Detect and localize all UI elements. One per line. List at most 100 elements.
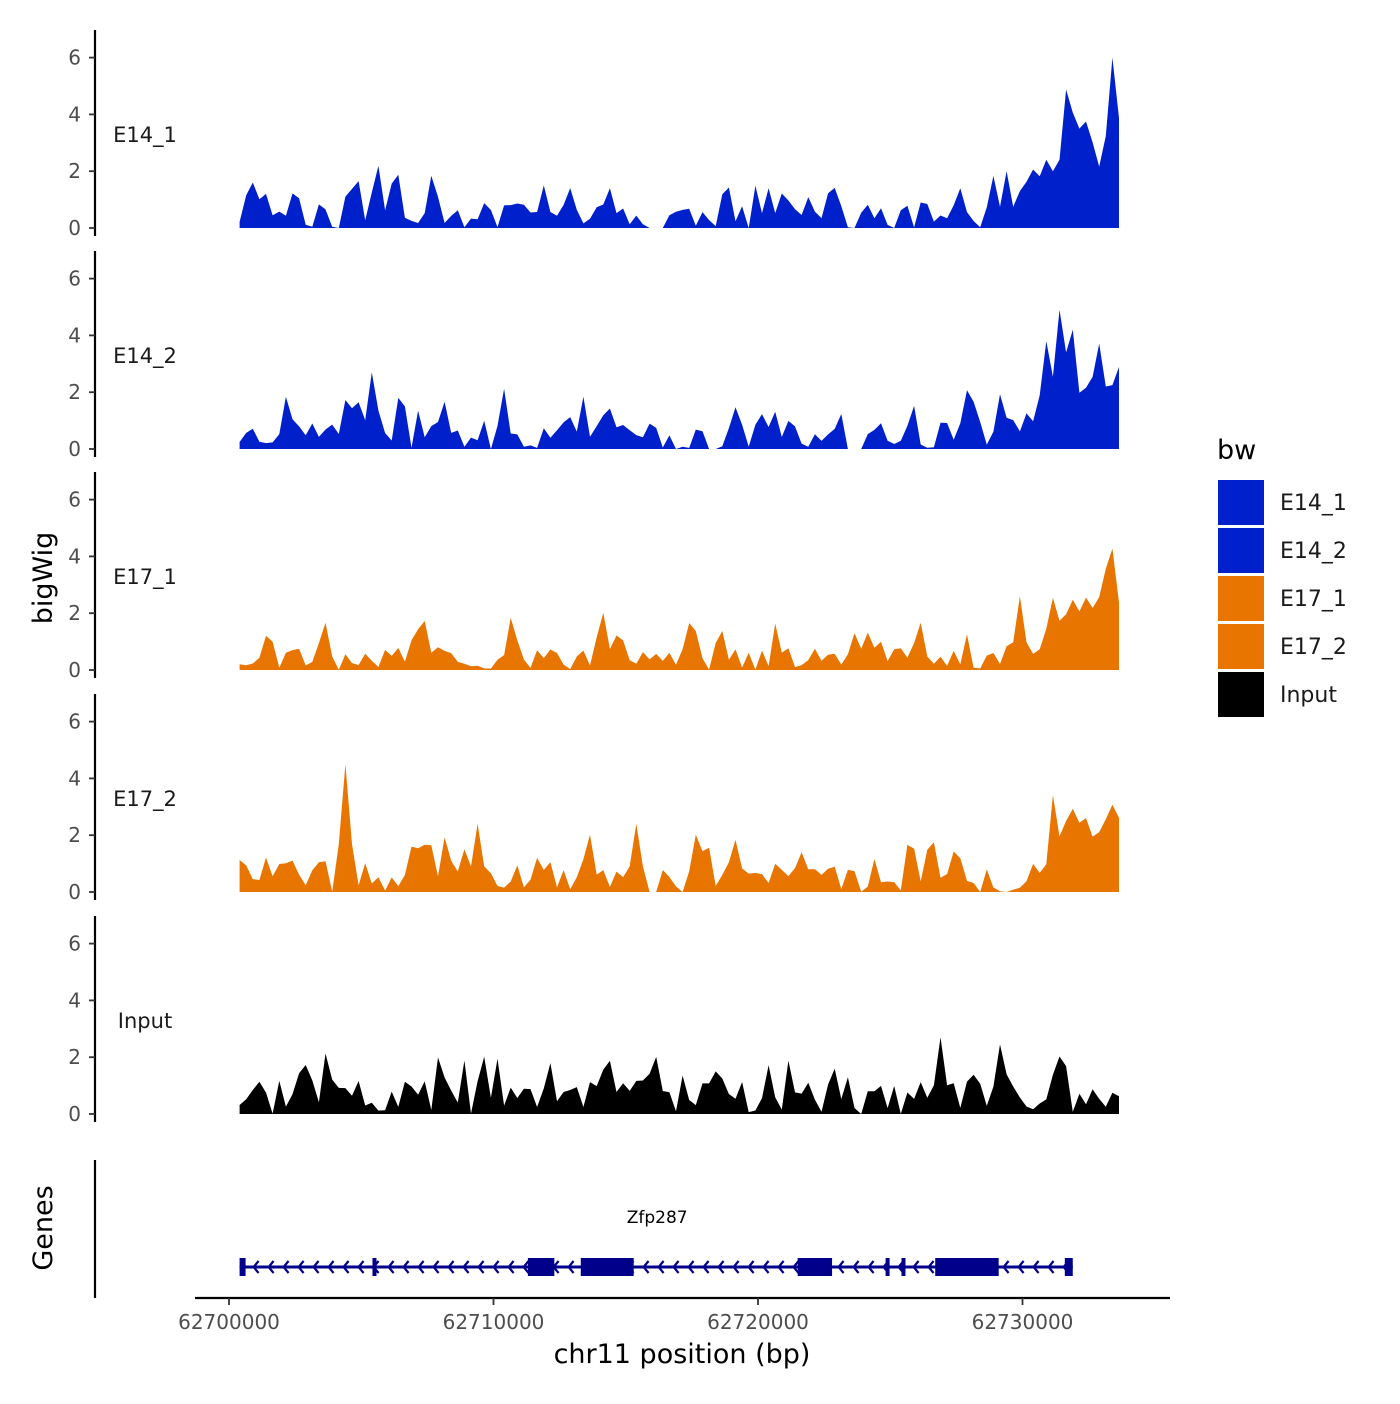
legend-swatch xyxy=(1218,672,1264,717)
strand-arrow xyxy=(717,1260,725,1274)
y-tick-label: 0 xyxy=(68,437,81,461)
y-tick-label: 4 xyxy=(68,102,81,126)
track-E14_1: 0 2 4 6 E14_1 xyxy=(68,30,1120,240)
y-tick-label: 0 xyxy=(68,880,81,904)
strand-arrow xyxy=(282,1260,290,1274)
y-axis-title: bigWig xyxy=(28,532,59,625)
strand-arrow xyxy=(522,1260,530,1274)
y-tick-label: 4 xyxy=(68,544,81,568)
signal-area xyxy=(239,57,1120,228)
y-tick-label: 6 xyxy=(68,932,81,956)
strand-arrow xyxy=(1032,1260,1040,1274)
gene-exon xyxy=(935,1258,999,1276)
y-tick-label: 6 xyxy=(68,488,81,512)
gene-small-exon xyxy=(901,1258,906,1276)
strand-arrow xyxy=(927,1260,935,1274)
y-tick-label: 2 xyxy=(68,1045,81,1069)
track-label: Input xyxy=(118,1009,172,1033)
strand-arrow xyxy=(327,1260,335,1274)
strand-arrow xyxy=(732,1260,740,1274)
strand-arrow xyxy=(687,1260,695,1274)
signal-area xyxy=(239,1037,1120,1114)
track-E17_1: 0 2 4 6 E17_1 xyxy=(68,472,1120,682)
track-label: E14_2 xyxy=(113,344,177,369)
gene-exon xyxy=(1064,1258,1073,1276)
legend-label: E14_2 xyxy=(1280,539,1347,564)
strand-arrow xyxy=(852,1260,860,1274)
strand-arrow xyxy=(702,1260,710,1274)
track-E17_2: 0 2 4 6 E17_2 xyxy=(68,694,1120,904)
y-tick-label: 2 xyxy=(68,380,81,404)
gene-exon xyxy=(239,1258,246,1276)
y-tick-label: 4 xyxy=(68,323,81,347)
legend-label: E17_2 xyxy=(1280,635,1347,660)
strand-arrow xyxy=(312,1260,320,1274)
strand-arrow xyxy=(792,1260,800,1274)
x-tick-label: 62730000 xyxy=(972,1310,1074,1334)
legend-title: bw xyxy=(1217,435,1256,466)
gene-exon xyxy=(580,1258,634,1276)
strand-arrow xyxy=(507,1260,515,1274)
strand-arrow xyxy=(777,1260,785,1274)
strand-arrow xyxy=(657,1260,665,1274)
strand-arrow xyxy=(672,1260,680,1274)
strand-arrow xyxy=(1002,1260,1010,1274)
strand-arrow xyxy=(477,1260,485,1274)
strand-arrow xyxy=(342,1260,350,1274)
strand-arrow xyxy=(447,1260,455,1274)
gene-Zfp287: Zfp287 xyxy=(239,1208,1073,1276)
strand-arrow xyxy=(1047,1260,1055,1274)
strand-arrow xyxy=(567,1260,575,1274)
legend-swatch xyxy=(1218,480,1264,525)
gene-exon xyxy=(527,1258,555,1276)
strand-arrow xyxy=(867,1260,875,1274)
x-tick-label: 62710000 xyxy=(443,1310,545,1334)
y-tick-label: 2 xyxy=(68,823,81,847)
strand-arrow xyxy=(387,1260,395,1274)
strand-arrow xyxy=(267,1260,275,1274)
gene-small-exon xyxy=(885,1258,890,1276)
gene-label: Zfp287 xyxy=(627,1208,688,1228)
legend-swatch xyxy=(1218,624,1264,669)
y-tick-label: 6 xyxy=(68,710,81,734)
strand-arrow xyxy=(417,1260,425,1274)
strand-arrow xyxy=(912,1260,920,1274)
y-tick-label: 0 xyxy=(68,216,81,240)
legend-swatch xyxy=(1218,576,1264,621)
x-axis-title: chr11 position (bp) xyxy=(554,1339,811,1370)
gene-small-exon xyxy=(372,1258,377,1276)
strand-arrow xyxy=(747,1260,755,1274)
y-tick-label: 4 xyxy=(68,766,81,790)
strand-arrow xyxy=(357,1260,365,1274)
legend: bw E14_1 E14_2 E17_1 E17_2 Input xyxy=(1217,435,1347,717)
signal-area xyxy=(239,548,1120,670)
legend-swatch xyxy=(1218,528,1264,573)
signal-area xyxy=(239,309,1120,449)
legend-label: Input xyxy=(1280,683,1337,708)
track-label: E17_2 xyxy=(113,787,177,812)
y-tick-label: 0 xyxy=(68,658,81,682)
legend-label: E14_1 xyxy=(1280,491,1347,516)
y-tick-label: 2 xyxy=(68,601,81,625)
track-label: E17_1 xyxy=(113,565,177,590)
tracks: 0 2 4 6 E14_1 0 2 4 6 E14_2 0 2 4 6 E17_1 0 2 4 6 E17_2 0 2 4 6… xyxy=(68,30,1120,1126)
strand-arrow xyxy=(1017,1260,1025,1274)
legend-label: E17_1 xyxy=(1280,587,1347,612)
genes-axis-title: Genes xyxy=(28,1185,59,1270)
y-tick-label: 6 xyxy=(68,267,81,291)
x-axis: 62700000 62710000 62720000 62730000 xyxy=(178,1296,1170,1334)
x-tick-label: 62720000 xyxy=(707,1310,809,1334)
strand-arrow xyxy=(762,1260,770,1274)
strand-arrow xyxy=(252,1260,260,1274)
x-tick-label: 62700000 xyxy=(178,1310,280,1334)
track-label: E14_1 xyxy=(113,123,177,148)
gene-exon xyxy=(797,1258,833,1276)
y-tick-label: 6 xyxy=(68,46,81,70)
strand-arrow xyxy=(837,1260,845,1274)
strand-arrow xyxy=(492,1260,500,1274)
strand-arrow xyxy=(642,1260,650,1274)
track-E14_2: 0 2 4 6 E14_2 xyxy=(68,251,1120,461)
strand-arrow xyxy=(462,1260,470,1274)
